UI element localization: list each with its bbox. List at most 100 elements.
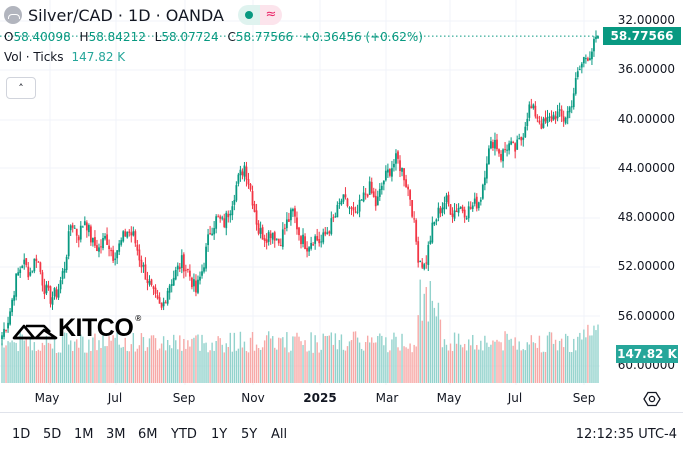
volume-bar: [290, 350, 292, 383]
volume-bar: [49, 343, 52, 383]
volume-bar: [19, 331, 21, 383]
volume-bar: [350, 340, 353, 383]
volume-bar: [53, 336, 56, 383]
volume-bar: [249, 337, 252, 383]
candle-body: [134, 231, 137, 244]
volume-bar: [65, 333, 68, 383]
volume-bar: [270, 338, 272, 383]
volume-bar: [51, 348, 54, 383]
candle-body: [205, 246, 207, 269]
price-chart[interactable]: [0, 0, 600, 385]
kitco-logo: KITCO ®: [12, 314, 142, 343]
volume-bar: [383, 345, 385, 383]
candle-body: [506, 149, 508, 151]
volume-bar: [401, 333, 403, 383]
time-axis[interactable]: May Jul Sep Nov 2025 Mar May Jul Sep: [0, 385, 683, 411]
candle-body: [71, 225, 74, 228]
candle-body: [421, 262, 424, 268]
candle-body: [283, 227, 286, 229]
chart-area[interactable]: [0, 0, 600, 385]
candle-body: [33, 258, 36, 272]
close-label: C: [227, 30, 236, 44]
volume-bar: [322, 333, 324, 383]
volume-bar: [82, 336, 84, 383]
volume-bar: [175, 340, 177, 383]
candle-body: [225, 212, 228, 229]
candle-body: [566, 111, 569, 119]
candle-body: [128, 231, 131, 233]
candle-body: [229, 213, 232, 216]
candle-body: [382, 180, 385, 185]
settings-icon[interactable]: [643, 390, 661, 408]
range-button-3m[interactable]: 3M: [106, 427, 126, 442]
candle-body: [164, 302, 167, 304]
volume-bar: [506, 333, 508, 383]
candle-body: [389, 168, 391, 176]
candle-body: [330, 218, 333, 235]
market-status-pill[interactable]: ≈: [238, 5, 282, 25]
range-button-5d[interactable]: 5D: [43, 427, 62, 442]
volume-bar: [314, 335, 316, 383]
candle-body: [304, 236, 306, 250]
range-button-1y[interactable]: 1Y: [211, 427, 228, 442]
candle-body: [423, 264, 426, 269]
volume-bar: [391, 339, 393, 383]
candle-body: [314, 236, 317, 244]
range-button-all[interactable]: All: [271, 427, 288, 442]
volume-bar: [302, 344, 304, 383]
volume-bar: [575, 350, 577, 383]
candle-body: [326, 232, 329, 234]
candle-body: [370, 181, 373, 193]
candle-body: [13, 295, 16, 301]
volume-bar: [120, 347, 122, 383]
candle-body: [152, 286, 155, 289]
candle-body: [437, 207, 440, 218]
range-button-5y[interactable]: 5Y: [241, 427, 258, 442]
volume-bar: [183, 338, 185, 383]
range-button-6m[interactable]: 6M: [138, 427, 158, 442]
candle-body: [348, 207, 351, 209]
collapse-legend-button[interactable]: ˄: [6, 77, 36, 99]
volume-bar: [429, 281, 432, 383]
candle-body: [384, 170, 387, 181]
range-button-1d[interactable]: 1D: [12, 427, 31, 442]
volume-bar: [148, 338, 151, 383]
volume-bar: [39, 350, 42, 383]
volume-bar: [86, 352, 88, 383]
range-button-ytd[interactable]: YTD: [171, 427, 197, 442]
volume-bar: [488, 346, 490, 383]
volume-bar: [508, 339, 510, 383]
candle-body: [253, 204, 256, 212]
volume-bar: [195, 335, 197, 383]
candle-body: [558, 109, 561, 111]
candle-body: [500, 154, 502, 161]
change-value: +0.36456 (+0.62%): [301, 30, 423, 44]
volume-bar: [27, 346, 29, 383]
time-tick: Sep: [172, 391, 196, 405]
ohlc-values: O58.40098 H58.84212 L58.07724 C58.77566 …: [4, 30, 428, 44]
volume-bar: [318, 352, 320, 383]
candle-body: [201, 271, 203, 276]
volume-bar: [207, 352, 209, 383]
candle-body: [221, 217, 224, 219]
clock[interactable]: 12:12:35 UTC-4: [575, 427, 677, 442]
status-dot-icon: [245, 11, 253, 19]
time-tick: 2025: [303, 391, 337, 405]
candle-body: [209, 233, 211, 235]
candle-body: [263, 238, 266, 241]
volume-bar: [13, 342, 15, 383]
volume-bar: [102, 335, 104, 383]
candle-body: [391, 168, 393, 177]
volume-bar: [80, 334, 82, 383]
volume-label[interactable]: Vol · Ticks: [4, 50, 64, 64]
symbol-title[interactable]: Silver/CAD · 1D · OANDA: [28, 5, 224, 25]
candle-body: [294, 208, 296, 217]
candle-body: [162, 301, 165, 307]
price-axis[interactable]: 60.00000 56.00000 52.00000 48.00000 44.00000…: [600, 0, 683, 385]
candle-body: [265, 239, 268, 243]
volume-bar: [235, 350, 238, 383]
candle-body: [219, 216, 222, 219]
volume-bar: [69, 340, 72, 383]
volume-bar: [257, 348, 260, 383]
range-button-1m[interactable]: 1M: [74, 427, 94, 442]
